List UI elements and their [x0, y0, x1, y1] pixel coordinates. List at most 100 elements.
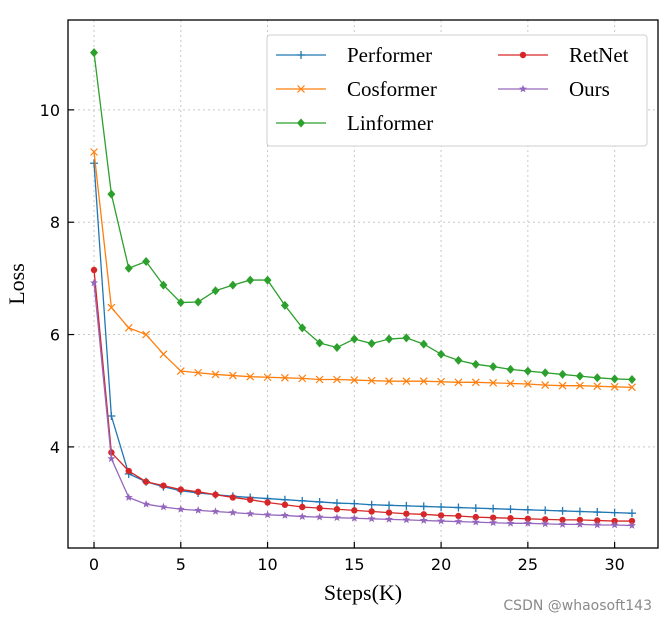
data-point-performer [506, 505, 515, 514]
data-point-linformer [176, 298, 185, 308]
data-point-retnet [194, 488, 202, 496]
data-point-performer [558, 506, 567, 515]
data-point-linformer [211, 286, 220, 296]
data-point-ours [402, 515, 411, 524]
data-point-retnet [628, 517, 636, 525]
data-point-cosformer [333, 375, 341, 384]
series-linformer [90, 48, 636, 384]
data-point-performer [90, 159, 99, 168]
data-point-retnet [594, 517, 601, 524]
data-point-retnet [437, 512, 445, 519]
data-point-retnet [333, 506, 341, 513]
x-axis-label: Steps(K) [324, 580, 402, 605]
data-point-cosformer [176, 367, 185, 375]
data-point-performer [454, 503, 463, 512]
data-point-retnet [351, 507, 358, 514]
data-point-linformer [246, 275, 255, 285]
data-point-performer [298, 496, 307, 505]
data-point-linformer [107, 189, 116, 199]
data-point-ours [350, 514, 359, 522]
data-point-performer [367, 500, 376, 509]
data-point-retnet [559, 516, 566, 524]
x-tick-label: 0 [89, 555, 99, 574]
data-point-cosformer [471, 378, 480, 387]
data-point-performer [541, 506, 550, 515]
data-point-cosformer [593, 382, 602, 391]
y-tick-label: 8 [50, 213, 60, 232]
data-point-ours [315, 512, 324, 521]
data-point-retnet [385, 509, 393, 516]
data-point-cosformer [523, 380, 532, 388]
data-point-retnet [160, 482, 167, 489]
data-point-ours [454, 517, 463, 525]
data-point-cosformer [506, 379, 515, 388]
data-point-ours [593, 520, 602, 529]
legend-marker [297, 85, 305, 93]
series-line-retnet [93, 269, 632, 522]
data-point-linformer [593, 373, 602, 383]
data-point-linformer [315, 338, 324, 348]
data-point-ours [194, 506, 203, 514]
data-point-ours [385, 515, 394, 523]
data-point-linformer [280, 300, 289, 310]
data-point-ours [541, 519, 550, 528]
data-point-ours [419, 516, 428, 524]
watermark: CSDN @whaosoft143 [503, 598, 652, 614]
x-tick-label: 25 [518, 555, 538, 574]
data-point-retnet [455, 512, 462, 520]
data-point-retnet [90, 266, 98, 274]
data-point-linformer [437, 349, 446, 359]
series-ours [90, 278, 636, 529]
data-point-performer [107, 412, 116, 420]
legend: Performer Cosformer Linformer RetNet Ours [266, 34, 648, 147]
series-line-cosformer [93, 151, 632, 388]
data-point-ours [437, 516, 446, 525]
data-point-linformer [575, 371, 584, 381]
data-point-cosformer [610, 382, 619, 391]
data-point-linformer [124, 263, 133, 273]
data-point-ours [228, 508, 237, 517]
data-point-cosformer [367, 376, 376, 385]
data-point-cosformer [298, 374, 307, 383]
legend-label: Cosformer [347, 77, 437, 101]
data-point-cosformer [558, 381, 567, 390]
data-point-retnet [542, 516, 549, 523]
data-point-retnet [142, 478, 150, 485]
series-performer [90, 159, 636, 518]
data-point-cosformer [107, 303, 116, 312]
data-point-performer [489, 504, 498, 513]
data-point-linformer [506, 364, 515, 374]
data-point-cosformer [90, 148, 98, 156]
series-line-ours [93, 282, 632, 527]
data-point-ours [575, 520, 584, 528]
data-point-retnet [507, 515, 514, 522]
x-tick-label: 5 [176, 555, 186, 574]
data-point-cosformer [419, 377, 428, 386]
data-point-ours [211, 507, 220, 515]
data-point-retnet [524, 515, 532, 522]
data-point-cosformer [454, 378, 463, 387]
data-point-ours [471, 517, 480, 526]
data-point-linformer [194, 297, 203, 307]
data-point-linformer [627, 374, 636, 384]
data-point-linformer [489, 362, 498, 372]
data-point-linformer [228, 280, 237, 290]
data-point-ours [159, 502, 168, 511]
data-point-performer [315, 497, 324, 506]
x-tick-label: 10 [257, 555, 277, 574]
data-point-cosformer [489, 378, 498, 387]
data-point-ours [280, 511, 289, 519]
data-point-linformer [385, 334, 394, 344]
x-tick-label: 15 [344, 555, 364, 574]
data-point-performer [419, 502, 428, 511]
legend-label: Linformer [347, 111, 433, 135]
data-point-retnet [420, 511, 427, 518]
legend-marker [297, 51, 305, 59]
data-point-linformer [558, 369, 567, 379]
data-point-linformer [263, 275, 272, 285]
data-point-linformer [471, 359, 480, 369]
data-point-ours [610, 520, 619, 529]
data-point-retnet [264, 499, 271, 506]
legend-label: RetNet [569, 43, 629, 67]
data-point-cosformer [402, 377, 411, 386]
